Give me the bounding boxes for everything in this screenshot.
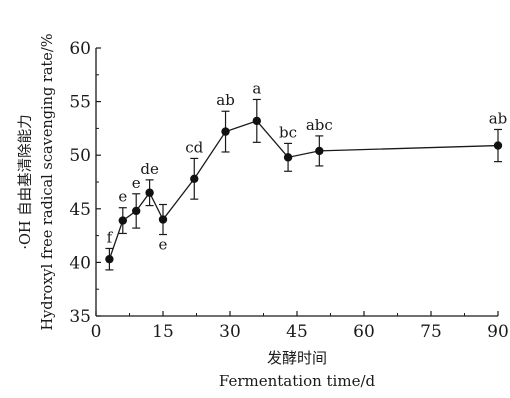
data-point [315,146,324,156]
significance-label: cd [185,138,203,156]
data-point [221,127,230,136]
significance-label: ab [489,109,508,127]
data-point [105,254,114,264]
significance-label: a [252,79,261,97]
y-ticks: 35 40 45 50 55 60 [69,39,101,327]
x-tick-label: 0 [91,322,102,342]
y-tick-label: 50 [69,146,91,166]
x-tick-label: 15 [152,322,174,342]
y-tick-label: 55 [69,93,91,113]
data-point [118,216,128,225]
x-axis-label-cn: 发酵时间 [267,349,327,367]
series-line [108,120,499,260]
significance-label: de [140,160,159,178]
significance-label: ab [216,91,235,109]
significance-label: bc [279,123,297,141]
x-tick-label: 45 [286,322,308,342]
axes [95,48,498,317]
data-point [158,215,168,224]
data-point [493,141,503,150]
x-tick-label: 90 [487,322,509,342]
x-ticks: 0 15 30 45 60 75 90 [91,311,509,342]
y-axis-label-cn: ·OH 自由基清除能力 [17,114,34,249]
x-tick-label: 75 [420,322,442,342]
y-tick-label: 45 [69,200,91,220]
significance-label: e [118,188,127,206]
y-tick-label: 40 [69,253,91,273]
data-point [252,116,261,126]
data-point [145,188,154,197]
data-point [132,206,141,216]
x-tick-label: 60 [353,322,375,342]
significance-label: f [107,228,114,246]
data-point [283,153,293,162]
significance-label: abc [306,116,333,134]
y-tick-label: 35 [69,307,91,327]
significance-label: e [159,236,168,254]
significance-label: e [132,174,141,192]
x-tick-label: 30 [219,322,241,342]
y-axis-label: Hydroxyl free radical scavenging rate/% [40,33,56,330]
data-point [190,174,199,183]
x-axis-label: Fermentation time/d [219,372,376,390]
y-tick-label: 60 [69,39,91,59]
